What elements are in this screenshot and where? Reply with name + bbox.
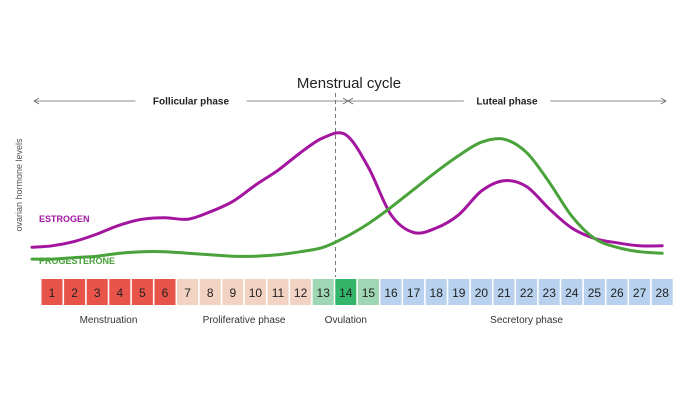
day-number-8: 8 [207, 286, 214, 300]
arrowhead-left-0 [33, 97, 40, 105]
day-box-10 [244, 279, 266, 305]
phase-label-0: Follicular phase [153, 97, 230, 108]
series-line-progesterone [30, 137, 664, 261]
day-box-17 [403, 279, 425, 305]
day-box-25 [583, 279, 605, 305]
day-box-7 [177, 279, 199, 305]
day-number-26: 26 [610, 286, 624, 300]
stage-labels: Menstruation Proliferative phase Ovulation… [80, 315, 564, 326]
day-strip: 1 2 3 4 5 6 7 8 9 10 11 12 13 14 15 16 17 18 19 20 21 22 23 24 2… [41, 279, 673, 305]
series-label-progesterone: PROGESTERONE [39, 256, 115, 266]
day-number-2: 2 [71, 286, 78, 300]
day-number-11: 11 [272, 286, 285, 300]
day-number-9: 9 [229, 286, 236, 300]
day-number-6: 6 [162, 286, 169, 300]
day-box-12 [290, 279, 312, 305]
day-box-8 [199, 279, 221, 305]
day-number-13: 13 [317, 286, 331, 300]
day-number-17: 17 [407, 286, 421, 300]
day-number-5: 5 [139, 286, 146, 300]
day-number-21: 21 [497, 286, 511, 300]
day-box-18 [425, 279, 447, 305]
phase-layer: Follicular phase Luteal phase [33, 93, 667, 277]
stage-label-0: Menstruation [80, 315, 138, 326]
phase-label-1: Luteal phase [476, 97, 538, 108]
day-number-3: 3 [94, 286, 101, 300]
day-box-11 [267, 279, 289, 305]
day-number-12: 12 [294, 286, 308, 300]
day-box-5 [131, 279, 153, 305]
day-number-22: 22 [520, 286, 534, 300]
y-axis-label: ovarian hormone levels [14, 138, 24, 232]
day-number-19: 19 [452, 286, 466, 300]
day-box-1 [41, 279, 63, 305]
day-box-22 [516, 279, 538, 305]
stage-label-3: Secretory phase [490, 315, 563, 326]
day-number-27: 27 [633, 286, 647, 300]
day-box-24 [561, 279, 583, 305]
day-box-15 [357, 279, 379, 305]
day-box-9 [222, 279, 244, 305]
arrowhead-left-1 [347, 97, 354, 105]
day-number-10: 10 [249, 286, 263, 300]
arrowhead-right-1 [660, 97, 667, 105]
day-number-18: 18 [430, 286, 444, 300]
day-number-4: 4 [116, 286, 123, 300]
day-box-3 [86, 279, 108, 305]
stage-label-2: Ovulation [325, 315, 367, 326]
day-number-7: 7 [184, 286, 191, 300]
day-box-21 [493, 279, 515, 305]
day-number-25: 25 [588, 286, 602, 300]
day-box-23 [538, 279, 560, 305]
series-label-estrogen: ESTROGEN [39, 214, 90, 224]
day-box-27 [629, 279, 651, 305]
series-layer: ESTROGEN PROGESTERONE [30, 131, 664, 266]
series-line-estrogen [30, 131, 664, 249]
day-number-20: 20 [475, 286, 489, 300]
chart-title: Menstrual cycle [297, 75, 401, 92]
day-box-6 [154, 279, 176, 305]
day-box-20 [470, 279, 492, 305]
day-number-1: 1 [49, 286, 56, 300]
day-box-2 [64, 279, 86, 305]
day-number-24: 24 [565, 286, 579, 300]
day-box-28 [651, 279, 673, 305]
day-number-28: 28 [656, 286, 670, 300]
day-number-15: 15 [362, 286, 376, 300]
day-number-23: 23 [543, 286, 557, 300]
day-box-14 [335, 279, 357, 305]
day-box-26 [606, 279, 628, 305]
day-box-13 [312, 279, 334, 305]
day-box-16 [380, 279, 402, 305]
day-box-19 [448, 279, 470, 305]
day-box-4 [109, 279, 131, 305]
stage-label-1: Proliferative phase [203, 315, 286, 326]
day-number-14: 14 [339, 286, 353, 300]
day-number-16: 16 [384, 286, 398, 300]
